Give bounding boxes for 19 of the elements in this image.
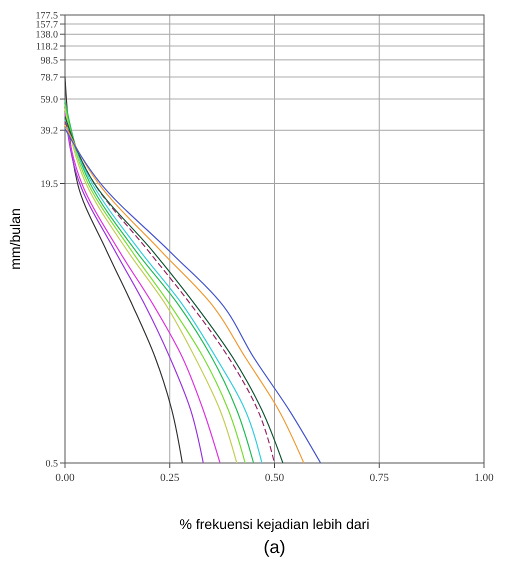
x-tick-label: 0.50 xyxy=(264,472,285,484)
y-tick-label: 98.5 xyxy=(40,55,58,66)
y-tick-label: 138.0 xyxy=(36,30,58,41)
text: (a) xyxy=(264,537,286,557)
x-tick-label: 1.00 xyxy=(474,472,494,484)
y-tick-label: 19.5 xyxy=(40,178,58,190)
x-tick-label: 0.25 xyxy=(160,472,180,484)
y-axis-title: mm/bulan xyxy=(7,208,23,270)
x-tick-label: 0.75 xyxy=(370,472,390,484)
y-tick-label: 78.7 xyxy=(40,72,58,84)
y-tick-label: 59.0 xyxy=(40,94,58,106)
y-tick-label: 0.5 xyxy=(46,458,58,470)
y-tick-label: 39.2 xyxy=(40,126,58,137)
y-tick-label: 118.2 xyxy=(36,42,58,53)
y-tick-label: 157.7 xyxy=(36,20,58,31)
line-series xyxy=(64,76,183,464)
x-tick-label: 0.00 xyxy=(55,472,76,484)
x-axis-title: % frekuensi kejadian lebih dari xyxy=(180,516,370,532)
y-tick-label: 177.5 xyxy=(36,10,58,22)
